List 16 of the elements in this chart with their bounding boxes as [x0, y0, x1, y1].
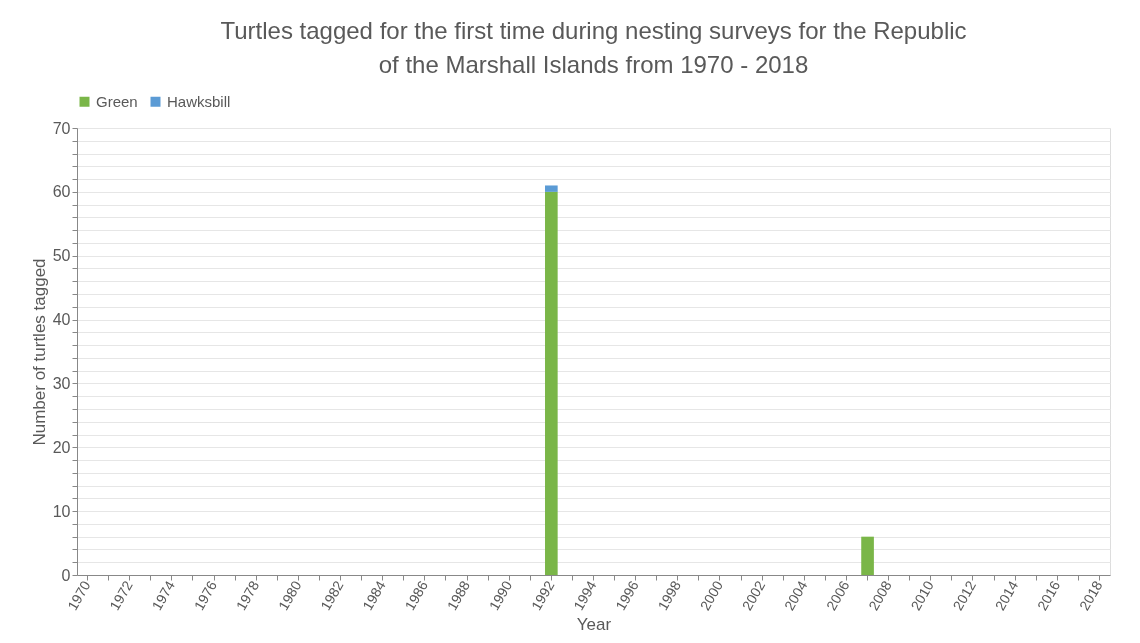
bar — [861, 536, 874, 575]
y-tick-label: 20 — [52, 438, 71, 456]
y-tick-label: 30 — [52, 374, 71, 392]
legend-label: Hawksbill — [167, 92, 231, 110]
bar — [545, 185, 558, 192]
y-tick-label: 50 — [52, 247, 71, 265]
y-tick-label: 70 — [52, 119, 71, 137]
x-axis-title: Year — [576, 614, 612, 634]
y-tick-label: 10 — [52, 502, 71, 520]
y-tick-label: 0 — [61, 566, 71, 584]
y-tick-label: 40 — [52, 311, 71, 329]
legend-label: Green — [96, 92, 138, 110]
chart-title: Turtles tagged for the first time during nesting surveys for the Republic of the Marshall Islands from 1970 - 2018 — [220, 17, 967, 78]
bar — [545, 191, 558, 575]
y-axis-title: Number of turtles tagged — [29, 258, 49, 446]
y-tick-label: 60 — [52, 183, 71, 201]
